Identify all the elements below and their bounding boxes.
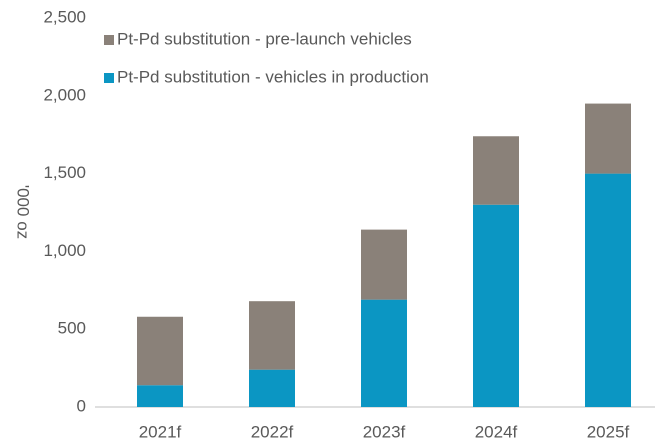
legend-label: Pt-Pd substitution - vehicles in product… xyxy=(117,67,429,86)
bar-segment xyxy=(361,299,407,407)
y-tick-label: 1,500 xyxy=(43,163,86,182)
legend-label: Pt-Pd substitution - pre-launch vehicles xyxy=(117,29,412,48)
y-axis-label: '000 oz xyxy=(14,185,33,239)
y-tick-label: 2,500 xyxy=(43,7,86,26)
y-tick-label: 500 xyxy=(58,319,86,338)
legend-swatch xyxy=(104,35,114,45)
bar-segment xyxy=(361,229,407,300)
bar-segment xyxy=(137,316,183,386)
bar-segment xyxy=(137,385,183,407)
bar-segment xyxy=(585,173,631,407)
x-tick-label: 2022f xyxy=(251,422,294,441)
x-tick-label: 2021f xyxy=(139,422,182,441)
legend-swatch xyxy=(104,73,114,83)
bar-segment xyxy=(249,301,295,370)
y-tick-label: 0 xyxy=(77,396,86,415)
y-tick-label: 1,000 xyxy=(43,241,86,260)
bar-segment xyxy=(473,204,519,407)
x-tick-label: 2023f xyxy=(363,422,406,441)
y-tick-label: 2,000 xyxy=(43,85,86,104)
x-tick-label: 2025f xyxy=(587,422,630,441)
bar-segment xyxy=(585,103,631,174)
bar-segment xyxy=(473,136,519,205)
bar-segment xyxy=(249,369,295,407)
x-tick-label: 2024f xyxy=(475,422,518,441)
